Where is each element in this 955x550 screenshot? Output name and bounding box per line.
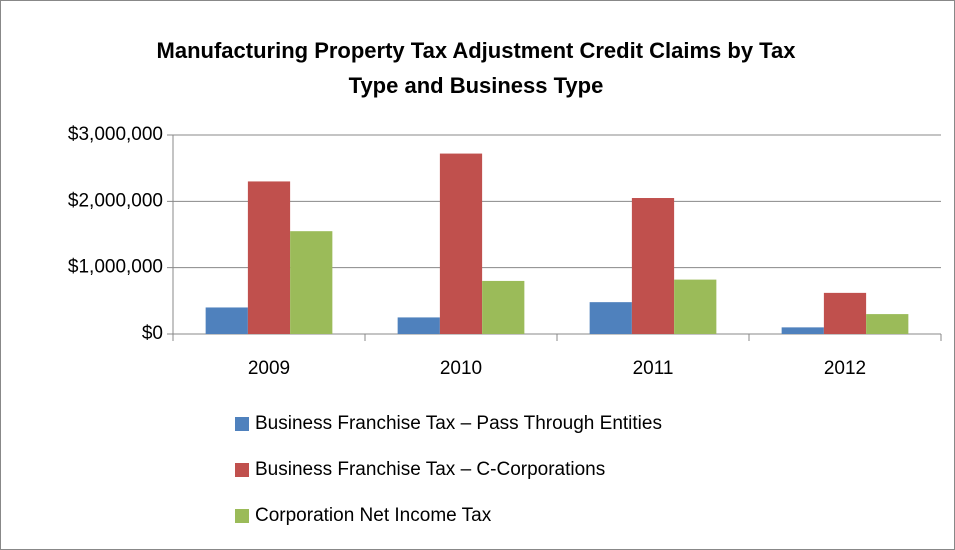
legend-swatch [235, 417, 249, 431]
x-tick-label: 2012 [824, 358, 866, 379]
legend-swatch [235, 463, 249, 477]
chart-title: Type and Business Type [349, 73, 604, 98]
bar [205, 307, 248, 334]
chart-title: Manufacturing Property Tax Adjustment Cr… [157, 38, 797, 63]
y-tick-label: $3,000,000 [68, 124, 163, 145]
y-tick-label: $2,000,000 [68, 190, 163, 211]
bar [781, 327, 824, 334]
bar [866, 314, 909, 334]
y-tick-label: $1,000,000 [68, 257, 163, 278]
y-tick-label: $0 [142, 323, 163, 344]
bar [631, 198, 675, 334]
bar [589, 302, 632, 334]
bar [397, 317, 440, 334]
legend-swatch [235, 509, 249, 523]
legend-label: Business Franchise Tax – Pass Through En… [255, 413, 662, 434]
x-tick-label: 2011 [633, 358, 674, 379]
bar [674, 279, 717, 334]
x-tick-label: 2009 [248, 358, 290, 379]
bar [482, 280, 525, 334]
bar [247, 181, 291, 334]
bar [290, 231, 333, 334]
x-tick-label: 2010 [440, 358, 482, 379]
bar [439, 153, 483, 334]
bar [823, 292, 867, 334]
legend-label: Business Franchise Tax – C-Corporations [255, 459, 605, 480]
legend-label: Corporation Net Income Tax [255, 505, 492, 526]
